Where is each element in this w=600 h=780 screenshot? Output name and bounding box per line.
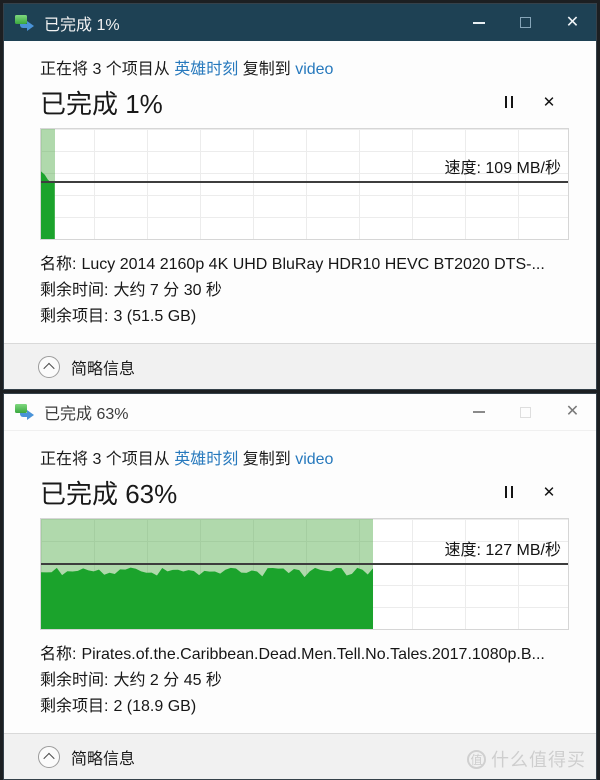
- source-folder-link[interactable]: 英雄时刻: [174, 451, 239, 468]
- dialog-body: 正在将 3 个项目从 英雄时刻 复制到 video 已完成 1% ✕ 速度: 1…: [4, 41, 596, 343]
- window-title: 已完成 63%: [44, 406, 129, 423]
- pause-button[interactable]: [489, 88, 529, 116]
- copy-files-icon: [15, 404, 35, 420]
- minimize-icon: [472, 411, 485, 413]
- detail-name-value: Pirates.of.the.Caribbean.Dead.Men.Tell.N…: [81, 646, 545, 663]
- window-title: 已完成 1%: [44, 16, 120, 34]
- cancel-button[interactable]: ✕: [529, 88, 569, 116]
- close-button[interactable]: ✕: [549, 394, 596, 430]
- speed-history-area: [41, 171, 55, 239]
- source-folder-link[interactable]: 英雄时刻: [174, 61, 239, 78]
- minimize-icon: [472, 21, 485, 24]
- details-block: 名称: Lucy 2014 2160p 4K UHD BluRay HDR10 H…: [40, 252, 569, 330]
- cancel-icon: ✕: [542, 483, 556, 501]
- speed-chart: 速度: 109 MB/秒: [40, 128, 569, 240]
- close-icon: ✕: [565, 403, 580, 420]
- details-toggle-label: 简略信息: [71, 750, 136, 768]
- transfer-description: 正在将 3 个项目从 英雄时刻 复制到 video: [40, 55, 569, 79]
- smzdm-watermark: 值 什么值得买: [467, 746, 586, 772]
- copy-files-icon: [15, 14, 35, 31]
- progress-heading: 已完成 1%: [40, 88, 163, 119]
- speed-label: 速度: 109 MB/秒: [444, 159, 561, 177]
- minimize-button[interactable]: [455, 394, 502, 430]
- titlebar: 已完成 1% ✕: [4, 4, 596, 41]
- smzdm-watermark-text: 什么值得买: [491, 750, 586, 770]
- chevron-up-icon: [38, 745, 60, 768]
- close-button[interactable]: ✕: [549, 4, 596, 41]
- titlebar: 已完成 63% ✕: [4, 394, 596, 431]
- transfer-middle: 复制到: [242, 451, 291, 468]
- dialog-footer: 简略信息: [4, 343, 596, 389]
- details-toggle-label: 简略信息: [71, 360, 136, 378]
- dialog-footer: 简略信息: [4, 733, 596, 779]
- speed-history-area: [41, 567, 374, 629]
- close-icon: ✕: [565, 13, 580, 31]
- detail-name-label: 名称:: [40, 256, 77, 273]
- pause-button[interactable]: [489, 478, 529, 506]
- pause-icon: [505, 486, 513, 498]
- details-toggle[interactable]: 简略信息: [38, 355, 135, 379]
- maximize-button[interactable]: [502, 394, 549, 430]
- detail-time-value: 大约 7 分 30 秒: [113, 282, 222, 299]
- detail-name-label: 名称:: [40, 646, 77, 663]
- transfer-prefix: 正在将 3 个项目从: [40, 451, 170, 468]
- detail-items-remaining: 剩余项目: 3 (51.5 GB): [40, 304, 569, 330]
- maximize-icon: [520, 406, 531, 418]
- cancel-button[interactable]: ✕: [529, 478, 569, 506]
- detail-items-value: 2 (18.9 GB): [113, 698, 197, 715]
- progress-heading: 已完成 63%: [40, 478, 178, 509]
- detail-time-remaining: 剩余时间: 大约 2 分 45 秒: [40, 668, 569, 694]
- speed-label: 速度: 127 MB/秒: [444, 542, 561, 559]
- speed-chart: 速度: 127 MB/秒: [40, 518, 569, 630]
- smzdm-badge-icon: 值: [467, 749, 486, 769]
- maximize-button[interactable]: [502, 4, 549, 41]
- detail-time-label: 剩余时间:: [40, 672, 109, 689]
- detail-items-remaining: 剩余项目: 2 (18.9 GB): [40, 694, 569, 720]
- detail-time-value: 大约 2 分 45 秒: [113, 672, 222, 689]
- transfer-middle: 复制到: [242, 61, 291, 78]
- maximize-icon: [520, 17, 531, 28]
- detail-time-remaining: 剩余时间: 大约 7 分 30 秒: [40, 278, 569, 304]
- details-block: 名称: Pirates.of.the.Caribbean.Dead.Men.Tel…: [40, 642, 569, 720]
- copy-dialog-inactive: 已完成 63% ✕ 正在将 3 个项目从 英雄时刻 复制到 video 已完成 …: [3, 393, 597, 780]
- detail-name-value: Lucy 2014 2160p 4K UHD BluRay HDR10 HEVC…: [81, 256, 545, 273]
- minimize-button[interactable]: [455, 4, 502, 41]
- detail-name: 名称: Pirates.of.the.Caribbean.Dead.Men.Tel…: [40, 642, 569, 668]
- transfer-prefix: 正在将 3 个项目从: [40, 61, 170, 78]
- speed-line: [41, 563, 568, 565]
- speed-line: [41, 180, 568, 183]
- cancel-icon: ✕: [542, 93, 556, 111]
- detail-items-label: 剩余项目:: [40, 698, 109, 715]
- destination-folder-link[interactable]: video: [295, 61, 334, 78]
- detail-items-label: 剩余项目:: [40, 308, 109, 325]
- transfer-description: 正在将 3 个项目从 英雄时刻 复制到 video: [40, 445, 569, 469]
- detail-time-label: 剩余时间:: [40, 282, 109, 299]
- copy-dialog-active: 已完成 1% ✕ 正在将 3 个项目从 英雄时刻 复制到 video 已完成 1…: [3, 3, 597, 390]
- destination-folder-link[interactable]: video: [295, 451, 334, 468]
- detail-name: 名称: Lucy 2014 2160p 4K UHD BluRay HDR10 H…: [40, 252, 569, 278]
- details-toggle[interactable]: 简略信息: [38, 745, 135, 769]
- detail-items-value: 3 (51.5 GB): [113, 308, 197, 325]
- pause-icon: [505, 96, 513, 108]
- dialog-body: 正在将 3 个项目从 英雄时刻 复制到 video 已完成 63% ✕ 速度: …: [4, 431, 596, 733]
- chevron-up-icon: [38, 355, 60, 378]
